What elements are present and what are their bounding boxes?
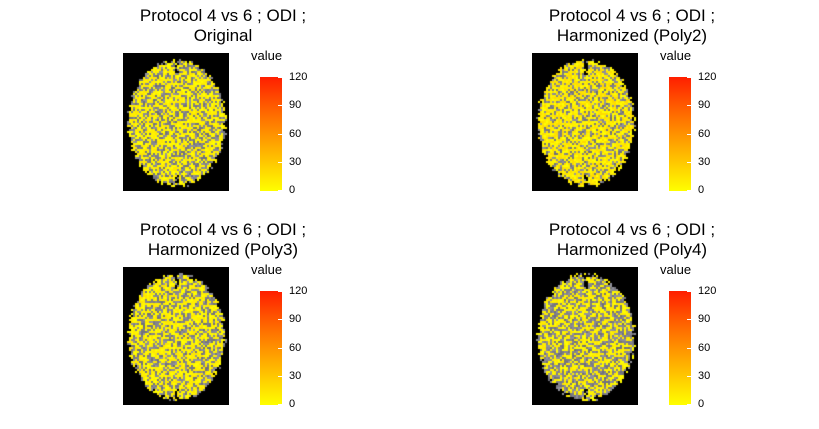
- colorbar-tick-label: 30: [698, 370, 711, 382]
- legend-title: value: [251, 48, 283, 63]
- colorbar-ticks: 0 30 60 90 120: [278, 285, 312, 410]
- colorbar-tick: [687, 348, 691, 349]
- brain-heatmap: [123, 267, 229, 405]
- colorbar-tick: [687, 190, 691, 191]
- colorbar-ticks: 0 30 60 90 120: [687, 285, 721, 410]
- brain-heatmap: [123, 53, 229, 191]
- colorbar-tick-label: 60: [698, 342, 711, 354]
- colorbar-tick-label: 0: [289, 184, 296, 196]
- colorbar-tick: [687, 105, 691, 106]
- colorbar-tick: [278, 77, 282, 78]
- colorbar-tick-label: 60: [289, 128, 302, 140]
- colorbar-tick-label: 120: [289, 71, 308, 83]
- legend-title: value: [251, 262, 283, 277]
- colorbar-tick: [687, 77, 691, 78]
- colorbar-tick-label: 0: [289, 398, 296, 410]
- colorbar-tick-label: 120: [289, 285, 308, 297]
- legend-title: value: [660, 262, 692, 277]
- panel-title: Protocol 4 vs 6 ; ODI ; Harmonized (Poly…: [532, 6, 732, 46]
- colorbar-tick: [278, 162, 282, 163]
- colorbar-tick: [278, 190, 282, 191]
- colorbar-tick: [687, 162, 691, 163]
- colorbar-tick-label: 60: [289, 342, 302, 354]
- colorbar: [260, 77, 282, 191]
- colorbar-tick-label: 90: [698, 99, 711, 111]
- colorbar-tick-label: 0: [698, 184, 705, 196]
- colorbar: [669, 291, 691, 405]
- colorbar-tick-label: 90: [289, 99, 302, 111]
- colorbar-tick-label: 30: [289, 370, 302, 382]
- colorbar-tick-label: 90: [698, 313, 711, 325]
- colorbar-tick: [278, 105, 282, 106]
- title-line-2: Harmonized (Poly4): [556, 240, 708, 259]
- colorbar-tick: [687, 134, 691, 135]
- title-line-2: Original: [193, 26, 253, 45]
- title-line-1: Protocol 4 vs 6 ; ODI ;: [139, 220, 307, 239]
- colorbar-tick: [278, 319, 282, 320]
- colorbar-tick: [278, 134, 282, 135]
- panel-title: Protocol 4 vs 6 ; ODI ; Harmonized (Poly…: [532, 220, 732, 260]
- colorbar-tick: [278, 348, 282, 349]
- panel-title: Protocol 4 vs 6 ; ODI ; Harmonized (Poly…: [123, 220, 323, 260]
- colorbar-tick: [687, 404, 691, 405]
- title-line-1: Protocol 4 vs 6 ; ODI ;: [548, 220, 716, 239]
- colorbar: [260, 291, 282, 405]
- colorbar: [669, 77, 691, 191]
- colorbar-tick: [278, 291, 282, 292]
- legend-title: value: [660, 48, 692, 63]
- title-line-2: Harmonized (Poly3): [147, 240, 299, 259]
- colorbar-tick-label: 60: [698, 128, 711, 140]
- colorbar-tick-label: 120: [698, 71, 717, 83]
- colorbar-tick-label: 90: [289, 313, 302, 325]
- colorbar-tick-label: 0: [698, 398, 705, 410]
- title-line-1: Protocol 4 vs 6 ; ODI ;: [548, 6, 716, 25]
- brain-heatmap: [532, 267, 638, 405]
- colorbar-tick-label: 30: [289, 156, 302, 168]
- panel-poly2: Protocol 4 vs 6 ; ODI ; Harmonized (Poly…: [532, 6, 772, 206]
- panel-original: Protocol 4 vs 6 ; ODI ; Original value 0…: [123, 6, 363, 206]
- colorbar-tick: [687, 376, 691, 377]
- colorbar-ticks: 0 30 60 90 120: [278, 71, 312, 196]
- panel-poly4: Protocol 4 vs 6 ; ODI ; Harmonized (Poly…: [532, 220, 772, 420]
- panel-title: Protocol 4 vs 6 ; ODI ; Original: [123, 6, 323, 46]
- title-line-2: Harmonized (Poly2): [556, 26, 708, 45]
- colorbar-tick-label: 120: [698, 285, 717, 297]
- colorbar-tick: [278, 376, 282, 377]
- colorbar-tick: [278, 404, 282, 405]
- panel-poly3: Protocol 4 vs 6 ; ODI ; Harmonized (Poly…: [123, 220, 363, 420]
- colorbar-tick: [687, 319, 691, 320]
- brain-heatmap: [532, 53, 638, 191]
- title-line-1: Protocol 4 vs 6 ; ODI ;: [139, 6, 307, 25]
- colorbar-tick: [687, 291, 691, 292]
- colorbar-tick-label: 30: [698, 156, 711, 168]
- colorbar-ticks: 0 30 60 90 120: [687, 71, 721, 196]
